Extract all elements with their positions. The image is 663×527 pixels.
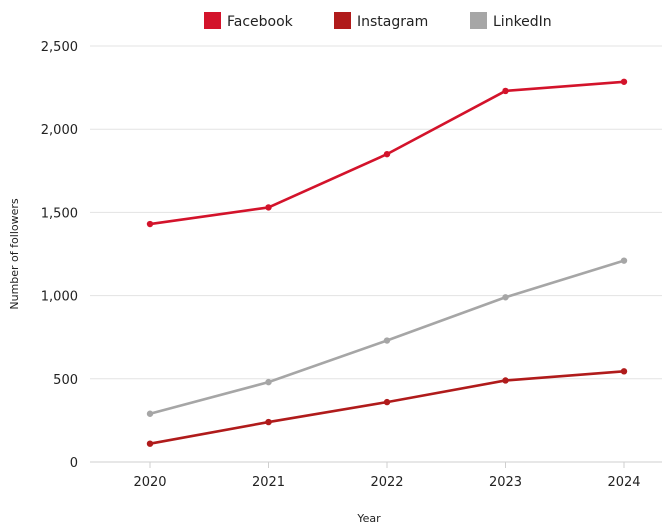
y-tick-label: 2,500 — [41, 40, 78, 55]
x-tick-label: 2022 — [370, 475, 403, 490]
data-point — [146, 440, 154, 447]
series-instagram — [146, 368, 628, 447]
data-point — [620, 78, 628, 85]
data-point — [383, 337, 391, 344]
x-axis-ticks: 2020 2021 2022 2023 2024 — [133, 462, 641, 490]
series-lines — [146, 78, 628, 447]
gridlines — [90, 45, 662, 463]
legend-swatch — [204, 12, 221, 29]
data-point — [265, 418, 272, 426]
x-tick-label: 2021 — [252, 475, 285, 490]
data-point — [502, 87, 509, 95]
x-tick-label: 2023 — [489, 475, 522, 490]
y-tick-label: 2,000 — [41, 123, 78, 138]
legend-item-instagram: Instagram — [334, 12, 428, 30]
y-tick-label: 1,500 — [41, 206, 78, 221]
data-point — [383, 150, 391, 158]
x-tick-label: 2024 — [607, 475, 640, 490]
y-axis-ticks: 0 500 1,000 1,500 2,000 2,500 — [41, 40, 78, 471]
y-tick-label: 0 — [70, 456, 78, 471]
x-axis-title: Year — [356, 512, 381, 525]
data-point — [502, 294, 509, 301]
data-point — [620, 368, 628, 375]
data-point — [383, 398, 391, 406]
data-point — [146, 220, 154, 228]
legend-swatch — [470, 12, 487, 29]
legend-label: Facebook — [227, 14, 294, 30]
y-tick-label: 1,000 — [41, 290, 78, 305]
legend-label: Instagram — [357, 14, 428, 30]
y-axis-title: Number of followers — [8, 198, 21, 310]
legend-item-facebook: Facebook — [204, 12, 294, 30]
legend: Facebook Instagram LinkedIn — [204, 12, 552, 30]
series-line — [148, 259, 626, 416]
series-line — [148, 370, 626, 445]
legend-swatch — [334, 12, 351, 29]
series-linkedin — [146, 257, 628, 417]
data-point — [265, 204, 272, 211]
legend-item-linkedin: LinkedIn — [470, 12, 552, 30]
y-tick-label: 500 — [53, 373, 78, 388]
data-point — [502, 377, 509, 384]
series-facebook — [146, 78, 628, 228]
data-point — [620, 257, 628, 264]
x-tick-label: 2020 — [133, 475, 166, 490]
data-point — [265, 378, 272, 386]
legend-label: LinkedIn — [493, 14, 552, 30]
data-point — [146, 410, 154, 417]
